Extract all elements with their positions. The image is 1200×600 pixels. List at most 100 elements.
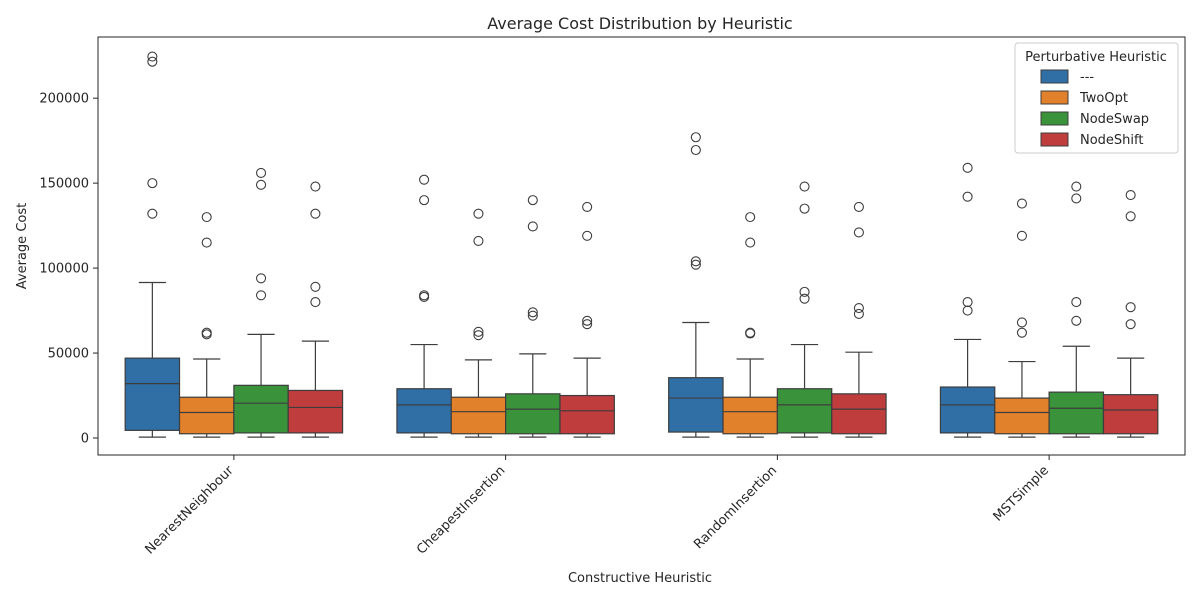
outlier-point — [853, 201, 864, 212]
x-tick-label: MSTSimple — [991, 463, 1052, 524]
legend-swatch — [1040, 69, 1069, 84]
outlier-point — [799, 293, 810, 304]
iqr-box — [831, 393, 887, 435]
outlier-point — [799, 203, 810, 214]
outlier-point — [473, 326, 484, 337]
outlier-point — [1125, 302, 1136, 313]
outlier-point — [419, 195, 430, 206]
outlier-point — [473, 330, 484, 341]
outlier-point — [745, 327, 756, 338]
iqr-box — [1102, 394, 1159, 435]
outlier-point — [147, 51, 158, 62]
plot-frame — [97, 36, 1186, 456]
x-axis: NearestNeighbour CheapestInsertion RandomI… — [142, 455, 1052, 558]
legend: Perturbative Heuristic --- TwoOpt NodeSwap… — [1014, 42, 1179, 154]
outlier-point — [582, 319, 593, 330]
legend-title: Perturbative Heuristic — [1025, 50, 1167, 65]
iqr-box — [450, 396, 507, 435]
outlier-point — [1016, 198, 1028, 209]
outlier-point — [690, 132, 701, 143]
outlier-point — [582, 230, 593, 241]
outlier-point — [419, 290, 430, 301]
iqr-box — [939, 386, 996, 434]
outlier-point — [310, 181, 321, 192]
outlier-point — [310, 208, 321, 219]
iqr-box — [178, 396, 235, 435]
y-axis-title: Average Cost — [15, 203, 30, 289]
box-3-1 — [994, 198, 1050, 438]
box-3-3 — [1102, 189, 1159, 438]
outlier-point — [962, 191, 973, 202]
outlier-point — [582, 315, 593, 326]
outlier-point — [690, 259, 701, 270]
iqr-box — [668, 377, 724, 433]
outlier-point — [255, 167, 267, 178]
y-tick-label: 150000 — [39, 177, 89, 192]
legend-label: NodeShift — [1080, 133, 1143, 148]
iqr-box — [776, 388, 833, 434]
outlier-point — [745, 237, 756, 248]
box-2-2 — [776, 181, 833, 438]
iqr-box — [396, 388, 452, 434]
iqr-box — [233, 384, 289, 434]
box-0-1 — [178, 212, 235, 438]
box-1-1 — [450, 208, 507, 438]
outlier-point — [690, 256, 701, 267]
iqr-box — [505, 393, 561, 435]
box-1-3 — [559, 201, 615, 438]
outlier-point — [527, 221, 538, 232]
outlier-point — [255, 290, 267, 301]
iqr-box — [287, 389, 344, 434]
box-2-3 — [831, 201, 887, 438]
outlier-point — [527, 307, 538, 318]
outlier-point — [962, 297, 973, 308]
outlier-point — [255, 273, 267, 284]
y-tick-label: 100000 — [39, 262, 89, 277]
outlier-point — [1016, 317, 1028, 328]
x-tick-label: RandomInsertion — [691, 463, 780, 552]
outlier-point — [147, 208, 158, 219]
legend-label: NodeSwap — [1080, 112, 1149, 127]
plot-boxes — [124, 51, 1159, 438]
outlier-point — [745, 212, 756, 223]
outlier-point — [799, 181, 810, 192]
outlier-point — [1016, 327, 1028, 338]
outlier-point — [147, 178, 158, 189]
outlier-point — [147, 56, 158, 67]
iqr-box — [559, 394, 615, 435]
legend-swatch — [1040, 90, 1069, 105]
outlier-point — [255, 179, 267, 190]
outlier-point — [1071, 193, 1082, 204]
iqr-box — [722, 396, 778, 435]
box-2-1 — [722, 212, 778, 438]
chart-title: Average Cost Distribution by Heuristic — [487, 14, 792, 33]
outlier-point — [1071, 181, 1082, 192]
outlier-point — [1071, 315, 1082, 326]
legend-label: TwoOpt — [1079, 91, 1128, 106]
outlier-point — [582, 201, 593, 212]
y-tick-label: 0 — [81, 432, 89, 447]
box-1-0 — [396, 174, 452, 438]
outlier-point — [473, 208, 484, 219]
legend-swatch — [1040, 111, 1069, 126]
x-tick-label: CheapestInsertion — [414, 463, 508, 557]
box-0-2 — [233, 167, 289, 438]
outlier-point — [962, 305, 973, 316]
x-axis-title: Constructive Heuristic — [568, 571, 712, 586]
outlier-point — [473, 235, 484, 246]
y-tick-label: 200000 — [39, 92, 89, 107]
outlier-point — [527, 195, 538, 206]
outlier-point — [310, 281, 321, 292]
outlier-point — [690, 144, 701, 156]
outlier-point — [527, 310, 538, 321]
legend-label: --- — [1080, 70, 1094, 85]
box-1-2 — [505, 195, 561, 438]
outlier-point — [201, 212, 212, 223]
legend-swatch — [1040, 132, 1069, 147]
outlier-point — [1071, 297, 1082, 308]
box-0-0 — [124, 51, 181, 438]
box-2-0 — [668, 132, 724, 438]
box-3-2 — [1048, 181, 1105, 438]
y-tick-label: 50000 — [48, 347, 89, 362]
